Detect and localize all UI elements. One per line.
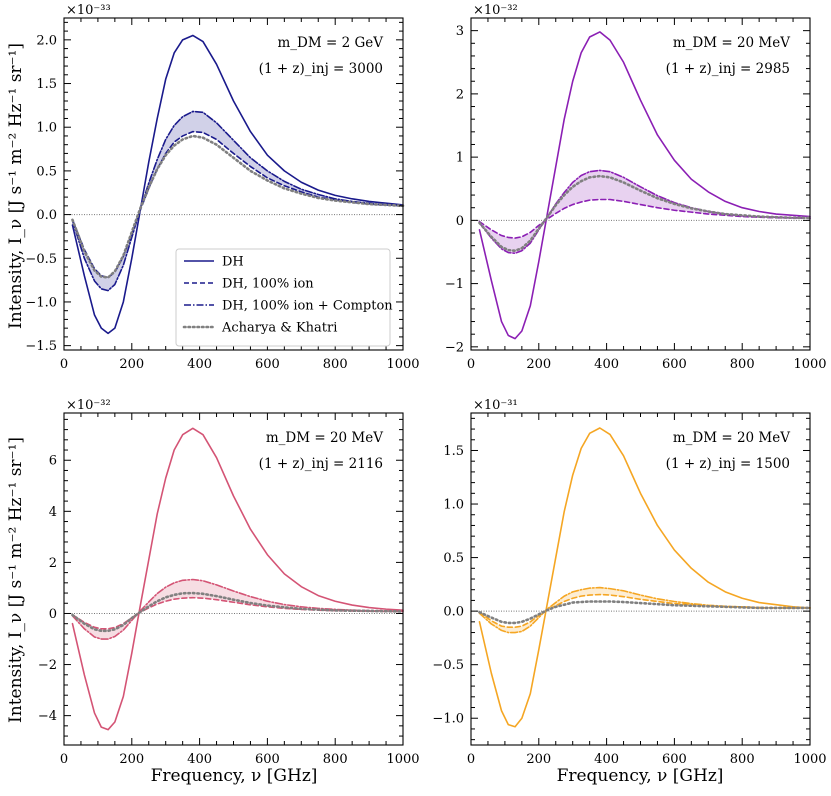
- y-tick-label: −0.5: [432, 658, 464, 673]
- annotation-injection-redshift: (1 + z)_inj = 2985: [666, 61, 790, 77]
- legend-label-acharya: Acharya & Khatri: [221, 321, 337, 336]
- uncertainty-band: [72, 111, 403, 291]
- exponent-label: ×10⁻³¹: [473, 398, 518, 413]
- y-tick-label: 2: [456, 87, 464, 102]
- y-tick-label: −0.5: [25, 252, 57, 267]
- y-tick-label: 4: [49, 505, 57, 520]
- annotation-mass: m_DM = 20 MeV: [673, 430, 790, 446]
- x-tick-label: 800: [323, 357, 348, 372]
- x-tick-label: 800: [730, 752, 755, 767]
- y-tick-label: −1.0: [25, 295, 57, 310]
- exponent-label: ×10⁻³²: [66, 398, 111, 413]
- panel-top-right: 0 200 400 600 800 1000 −2 −1 0 1 2 3 ×10⁻³² m_DM = 20…: [445, 3, 827, 372]
- y-axis-label-top: Intensity, I_ν [J s⁻¹ m⁻² Hz⁻¹ sr⁻¹]: [6, 43, 26, 329]
- series-dh-line: [71, 427, 404, 731]
- y-tick-label: 0.0: [443, 605, 464, 620]
- x-tick-label: 0: [60, 357, 68, 372]
- legend-label-ion: DH, 100% ion: [222, 277, 314, 292]
- uncertainty-band: [479, 170, 810, 254]
- x-tick-label: 400: [187, 752, 212, 767]
- x-tick-label: 200: [119, 357, 144, 372]
- annotation-mass: m_DM = 20 MeV: [673, 35, 790, 51]
- y-tick-label: 6: [49, 454, 57, 469]
- y-tick-label: 0: [49, 607, 57, 622]
- panel-top-left: 0 200 400 600 800 1000 −1.5 −1.0 −0.5 0.0 0.5 1.0 1.…: [25, 3, 419, 372]
- x-tick-label: 0: [60, 752, 68, 767]
- y-axis-label-bottom: Intensity, I_ν [J s⁻¹ m⁻² Hz⁻¹ sr⁻¹]: [6, 437, 26, 723]
- panel-bottom-left: 0 200 400 600 800 1000 −4 −2 0 2 4 6 ×10⁻³² m_DM = 20…: [38, 398, 420, 767]
- annotation-injection-redshift: (1 + z)_inj = 3000: [259, 61, 383, 77]
- x-tick-label: 600: [662, 357, 687, 372]
- annotation-injection-redshift: (1 + z)_inj = 2116: [259, 456, 383, 472]
- x-tick-label: 400: [594, 752, 619, 767]
- x-tick-label: 0: [467, 752, 475, 767]
- y-tick-label: 2: [49, 556, 57, 571]
- y-tick-label: −1.5: [25, 339, 57, 354]
- annotation-mass: m_DM = 20 MeV: [266, 430, 383, 446]
- y-tick-label: −1.0: [432, 712, 464, 727]
- x-tick-label: 400: [594, 357, 619, 372]
- series-compton-line: [478, 169, 811, 255]
- annotation-mass: m_DM = 2 GeV: [278, 35, 384, 51]
- series-acharya-line: [71, 591, 405, 633]
- x-tick-label: 600: [255, 752, 280, 767]
- y-tick-label: 1.0: [36, 121, 57, 136]
- y-tick-label: 1.5: [443, 444, 464, 459]
- x-tick-label: 1000: [793, 357, 826, 372]
- x-tick-label: 200: [526, 752, 551, 767]
- x-tick-label: 800: [323, 752, 348, 767]
- series-dh-line: [478, 31, 811, 340]
- legend-label-dh: DH: [222, 255, 244, 270]
- y-tick-label: 0: [456, 214, 464, 229]
- y-tick-label: 0.5: [443, 551, 464, 566]
- x-tick-label: 600: [255, 357, 280, 372]
- panel-bottom-right: 0 200 400 600 800 1000 −1.0 −0.5 0.0 0.5 1.0 1.5 ×10…: [432, 398, 826, 767]
- x-tick-label: 0: [467, 357, 475, 372]
- legend-label-compton: DH, 100% ion + Compton: [222, 299, 393, 314]
- y-tick-label: 2.0: [36, 33, 57, 48]
- series-acharya-line: [478, 600, 812, 625]
- legend-box: [175, 248, 391, 347]
- y-tick-label: 1: [456, 151, 464, 166]
- x-tick-label: 1000: [793, 752, 826, 767]
- exponent-label: ×10⁻³²: [473, 3, 518, 18]
- series-compton-line: [71, 110, 404, 292]
- x-tick-label: 200: [526, 357, 551, 372]
- legend: DH DH, 100% ion DH, 100% ion + Compton A…: [175, 248, 393, 347]
- y-tick-label: −2: [445, 340, 464, 355]
- uncertainty-band: [72, 579, 403, 640]
- uncertainty-band: [479, 587, 810, 633]
- series-dh-line: [478, 427, 811, 728]
- series-acharya-line: [478, 174, 812, 253]
- y-tick-label: −1: [445, 277, 464, 292]
- y-tick-label: 3: [456, 24, 464, 39]
- x-tick-label: 600: [662, 752, 687, 767]
- x-tick-label: 800: [730, 357, 755, 372]
- y-tick-label: 1.0: [443, 498, 464, 513]
- x-tick-label: 1000: [386, 357, 419, 372]
- exponent-label: ×10⁻³³: [66, 3, 111, 18]
- series-acharya-line: [71, 134, 405, 279]
- x-tick-label: 200: [119, 752, 144, 767]
- y-tick-label: −2: [38, 658, 57, 673]
- y-tick-label: −4: [38, 709, 57, 724]
- x-axis-label-right: Frequency, ν [GHz]: [557, 766, 724, 786]
- annotation-injection-redshift: (1 + z)_inj = 1500: [666, 456, 790, 472]
- y-tick-label: 0.0: [36, 208, 57, 223]
- x-tick-label: 400: [187, 357, 212, 372]
- series-dh-line: [71, 34, 404, 335]
- series-ion-line: [478, 198, 811, 239]
- x-tick-label: 1000: [386, 752, 419, 767]
- y-tick-label: 1.5: [36, 77, 57, 92]
- y-tick-label: 0.5: [36, 164, 57, 179]
- x-axis-label-left: Frequency, ν [GHz]: [151, 766, 318, 786]
